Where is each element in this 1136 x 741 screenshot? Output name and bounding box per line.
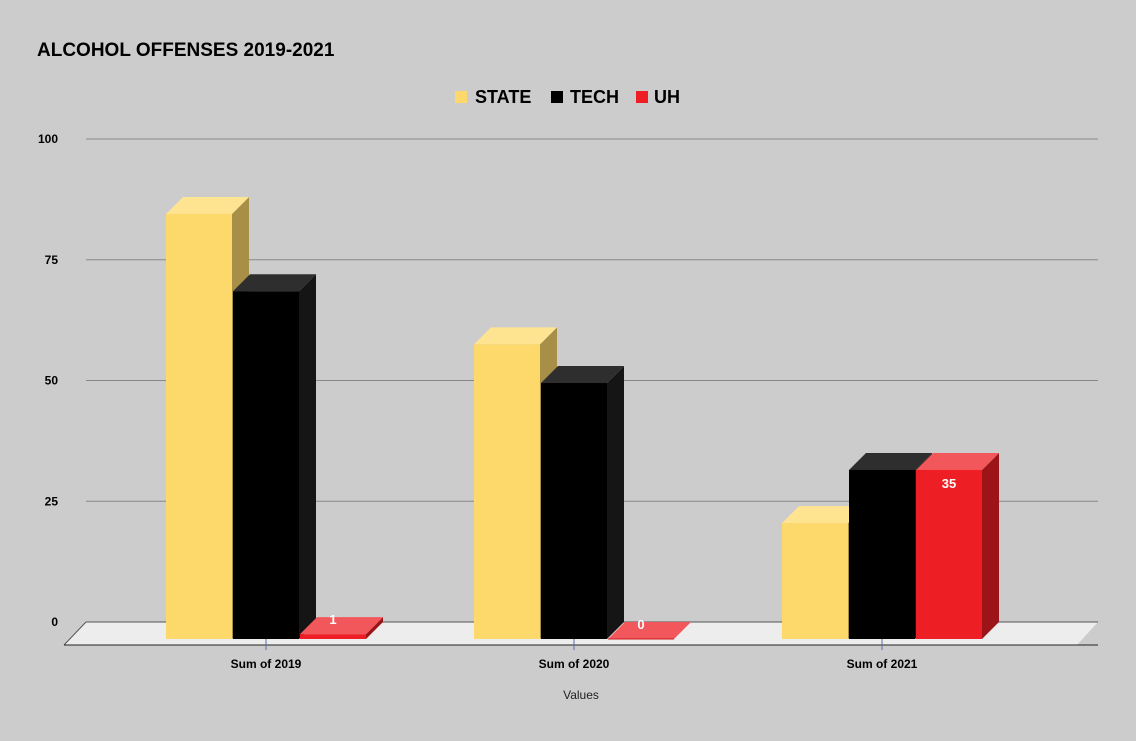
legend-label-uh: UH: [654, 87, 680, 107]
data-label-uh-1: 1: [329, 612, 336, 627]
bar-tech-2: [541, 366, 624, 639]
y-tick-label-0: 0: [51, 615, 58, 629]
y-axis-ticks: 0 25 50 75 100: [38, 132, 58, 629]
x-tick-label-2: Sum of 2020: [539, 657, 610, 671]
x-tick-label-1: Sum of 2019: [231, 657, 302, 671]
legend-swatch-uh: [636, 91, 648, 103]
y-tick-label-75: 75: [45, 253, 59, 267]
x-axis-title: Values: [563, 688, 599, 702]
bar-uh-1: [300, 617, 383, 639]
bar-uh-3: [916, 452, 999, 639]
legend-label-tech: TECH: [570, 87, 619, 107]
bars: 1 0 35: [166, 196, 999, 640]
chart-title: ALCOHOL OFFENSES 2019-2021: [37, 40, 335, 61]
y-tick-label-25: 25: [45, 494, 59, 508]
data-label-uh-3: 35: [942, 476, 956, 491]
legend: STATE TECH UH: [455, 87, 680, 107]
y-tick-label-100: 100: [38, 132, 58, 146]
bar-uh-2: [608, 622, 691, 640]
y-tick-label-50: 50: [45, 374, 59, 388]
bar-tech-1: [233, 274, 316, 639]
legend-swatch-tech: [551, 91, 563, 103]
data-label-uh-2: 0: [637, 617, 644, 632]
legend-label-state: STATE: [475, 87, 531, 107]
legend-swatch-state: [455, 91, 467, 103]
floor-left-edge: [63, 621, 87, 646]
x-axis-ticks: Sum of 2019 Sum of 2020 Sum of 2021: [231, 639, 918, 671]
x-tick-label-3: Sum of 2021: [847, 657, 918, 671]
